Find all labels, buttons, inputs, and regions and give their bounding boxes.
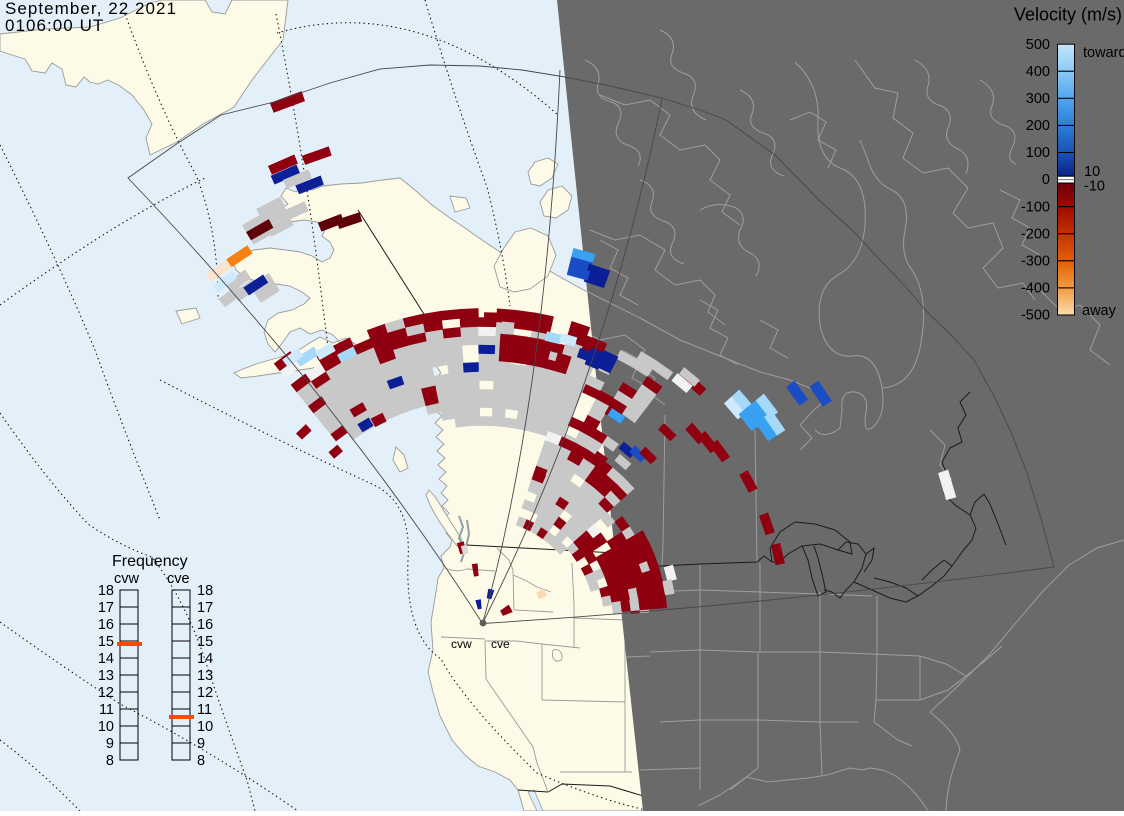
svg-text:0106:00 UT: 0106:00 UT xyxy=(5,16,104,35)
svg-text:10: 10 xyxy=(98,719,114,735)
svg-text:15: 15 xyxy=(98,634,114,650)
svg-text:17: 17 xyxy=(197,600,213,616)
svg-text:away: away xyxy=(1082,303,1117,319)
svg-text:September, 22 2021: September, 22 2021 xyxy=(5,0,177,18)
svg-text:8: 8 xyxy=(197,753,205,769)
svg-text:-400: -400 xyxy=(1021,281,1050,297)
svg-text:cve: cve xyxy=(491,637,510,651)
svg-text:Frequency: Frequency xyxy=(112,553,188,570)
svg-text:13: 13 xyxy=(197,668,213,684)
svg-text:300: 300 xyxy=(1026,91,1050,107)
svg-text:11: 11 xyxy=(197,702,212,718)
svg-text:10: 10 xyxy=(1084,164,1100,180)
svg-text:-500: -500 xyxy=(1021,308,1050,324)
svg-text:-300: -300 xyxy=(1021,253,1050,269)
svg-text:toward: toward xyxy=(1083,45,1124,61)
svg-text:100: 100 xyxy=(1026,145,1050,161)
svg-text:16: 16 xyxy=(197,617,213,633)
svg-text:0: 0 xyxy=(1042,172,1050,188)
svg-text:-100: -100 xyxy=(1021,199,1050,215)
svg-text:13: 13 xyxy=(98,668,114,684)
svg-text:11: 11 xyxy=(99,702,114,718)
svg-text:400: 400 xyxy=(1026,64,1050,80)
svg-text:200: 200 xyxy=(1026,118,1050,134)
svg-text:cvw: cvw xyxy=(451,637,472,651)
svg-text:500: 500 xyxy=(1026,37,1050,53)
svg-text:12: 12 xyxy=(197,685,213,701)
svg-text:12: 12 xyxy=(98,685,114,701)
svg-text:9: 9 xyxy=(197,736,205,752)
svg-text:-200: -200 xyxy=(1021,226,1050,242)
svg-text:10: 10 xyxy=(197,719,213,735)
svg-text:17: 17 xyxy=(98,600,114,616)
svg-text:14: 14 xyxy=(98,651,114,667)
svg-text:14: 14 xyxy=(197,651,213,667)
svg-text:18: 18 xyxy=(197,583,213,599)
svg-text:cvw: cvw xyxy=(114,571,140,587)
svg-text:16: 16 xyxy=(98,617,114,633)
svg-text:15: 15 xyxy=(197,634,213,650)
svg-text:cve: cve xyxy=(167,571,190,587)
svg-text:9: 9 xyxy=(106,736,114,752)
svg-text:Velocity (m/s): Velocity (m/s) xyxy=(1014,5,1122,25)
svg-text:18: 18 xyxy=(98,583,114,599)
svg-text:8: 8 xyxy=(106,753,114,769)
svg-text:-10: -10 xyxy=(1084,179,1105,195)
